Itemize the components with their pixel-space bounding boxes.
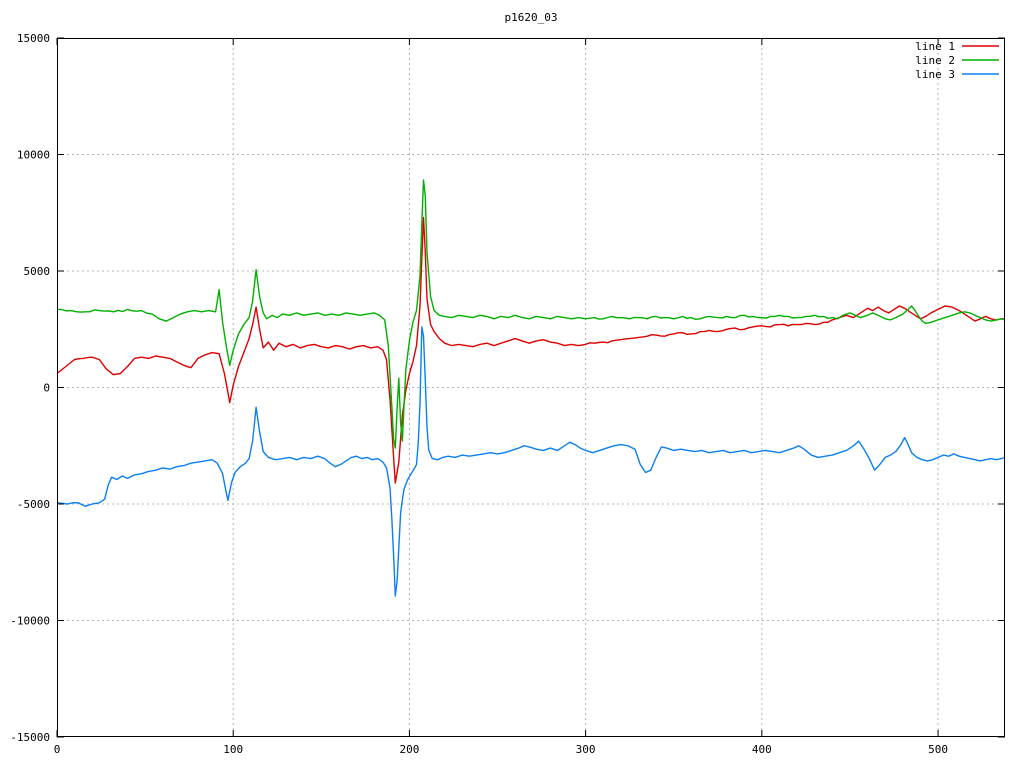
chart-title: p1620_03 [505, 11, 558, 24]
y-tick-label--15000: -15000 [10, 731, 50, 744]
plot-frame [56, 37, 1005, 738]
series-lines [56, 179, 1006, 597]
series-line-1 [56, 216, 1005, 484]
series-line-2 [56, 179, 1006, 449]
y-tick-label--5000: -5000 [17, 498, 50, 511]
legend-label-line-3: line 3 [915, 68, 955, 81]
legend: line 1 line 2 line 3 [915, 40, 999, 81]
x-tick-label-400: 400 [752, 743, 772, 756]
y-tick-label--10000: -10000 [10, 615, 50, 628]
x-tick-label-0: 0 [54, 743, 61, 756]
y-tick-label-15000: 15000 [17, 32, 50, 45]
y-tick-label-0: 0 [43, 382, 50, 395]
legend-label-line-2: line 2 [915, 54, 955, 67]
x-tick-label-300: 300 [576, 743, 596, 756]
axis-labels: 0 100 200 300 400 500 -15000 -10000 -5000 0 5000 10… [10, 32, 948, 756]
y-tick-label-10000: 10000 [17, 149, 50, 162]
x-tick-label-100: 100 [223, 743, 243, 756]
x-tick-label-200: 200 [399, 743, 419, 756]
y-tick-label-5000: 5000 [24, 265, 51, 278]
grid-lines [57, 38, 1005, 737]
series-line-3 [56, 326, 1006, 597]
legend-label-line-1: line 1 [915, 40, 955, 53]
x-tick-label-500: 500 [928, 743, 948, 756]
